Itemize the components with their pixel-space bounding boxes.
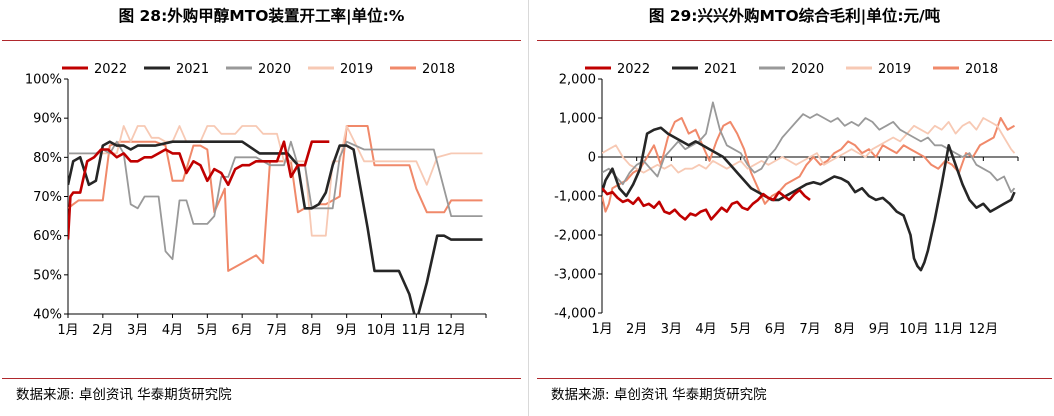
legend: 2022 2021 2020 2019 2018 bbox=[585, 62, 998, 77]
legend-label-2021: 2021 bbox=[704, 62, 737, 77]
title-rule bbox=[537, 40, 1052, 41]
y-tick-label: 60% bbox=[33, 229, 62, 244]
series-line-2020 bbox=[602, 101, 1016, 194]
x-tick-label: 3月 bbox=[127, 323, 148, 338]
chart-panel-gross-margin: 图 29:兴兴外购MTO综合毛利|单位:元/吨 -4,000 -3,000 -2,0… bbox=[535, 0, 1054, 416]
x-tick-label: 11月 bbox=[402, 323, 432, 338]
chart-panel-capacity-utilization: 图 28:外购甲醇MTO装置开工率|单位:% 40% 50% 60% 70% 80% 90… bbox=[0, 0, 523, 416]
series-line-2019 bbox=[602, 117, 1016, 174]
legend-label-2022: 2022 bbox=[617, 62, 650, 77]
series-line-2019 bbox=[68, 125, 483, 237]
y-tick-label: 80% bbox=[33, 151, 62, 166]
y-tick-label: 1,000 bbox=[559, 112, 596, 127]
x-tick-label: 9月 bbox=[869, 322, 890, 337]
y-tick-label: 2,000 bbox=[559, 73, 596, 88]
x-tick-label: 12月 bbox=[436, 323, 466, 338]
y-tick-label: 70% bbox=[33, 190, 62, 205]
series-line-2021 bbox=[602, 126, 1016, 272]
source-rule bbox=[537, 378, 1052, 379]
legend-label-2020: 2020 bbox=[791, 62, 824, 77]
y-tick-label: -1,000 bbox=[554, 190, 596, 205]
panel-divider bbox=[528, 0, 529, 416]
legend-label-2021: 2021 bbox=[176, 62, 209, 77]
x-tick-label: 1月 bbox=[591, 322, 612, 337]
y-tick-label: -4,000 bbox=[554, 307, 596, 322]
x-tick-label: 10月 bbox=[367, 323, 397, 338]
source-note: 数据来源: 卓创资讯 华泰期货研究院 bbox=[551, 387, 767, 403]
x-tick-label: 8月 bbox=[834, 322, 855, 337]
legend-label-2019: 2019 bbox=[340, 62, 373, 77]
x-tick-label: 5月 bbox=[730, 322, 751, 337]
title-rule bbox=[2, 40, 521, 41]
source-rule bbox=[2, 378, 521, 379]
x-tick-label: 9月 bbox=[336, 323, 357, 338]
source-note: 数据来源: 卓创资讯 华泰期货研究院 bbox=[16, 387, 232, 403]
y-tick-label: 100% bbox=[25, 73, 62, 88]
x-tick-label: 4月 bbox=[162, 323, 183, 338]
series-line-2022 bbox=[68, 140, 330, 240]
x-tick-label: 6月 bbox=[232, 323, 253, 338]
y-tick-label: 50% bbox=[33, 268, 62, 283]
legend-label-2019: 2019 bbox=[878, 62, 911, 77]
legend-label-2018: 2018 bbox=[422, 62, 455, 77]
utilization-line-chart: 40% 50% 60% 70% 80% 90% 100% 1月 2月 3月 4月 5月 6月 7月 8月 9月… bbox=[25, 62, 487, 338]
series-group bbox=[602, 101, 1016, 272]
x-tick-label: 10月 bbox=[899, 322, 929, 337]
y-tick-label: 40% bbox=[33, 308, 62, 323]
y-tick-label: -2,000 bbox=[554, 229, 596, 244]
x-tick-label: 7月 bbox=[799, 322, 820, 337]
x-tick-label: 7月 bbox=[266, 323, 287, 338]
legend-label-2020: 2020 bbox=[258, 62, 291, 77]
y-tick-label: 0 bbox=[588, 151, 596, 166]
chart-title: 图 29:兴兴外购MTO综合毛利|单位:元/吨 bbox=[648, 7, 941, 25]
x-tick-label: 3月 bbox=[661, 322, 682, 337]
x-tick-label: 8月 bbox=[301, 323, 322, 338]
series-line-2018 bbox=[602, 117, 1015, 213]
x-tick-label: 2月 bbox=[626, 322, 647, 337]
chart-title: 图 28:外购甲醇MTO装置开工率|单位:% bbox=[118, 7, 405, 25]
series-line-2022 bbox=[602, 187, 811, 221]
legend-label-2022: 2022 bbox=[94, 62, 127, 77]
x-tick-label: 12月 bbox=[969, 322, 999, 337]
legend-label-2018: 2018 bbox=[965, 62, 998, 77]
x-tick-label: 6月 bbox=[765, 322, 786, 337]
x-tick-label: 1月 bbox=[57, 323, 78, 338]
series-line-2021 bbox=[68, 140, 483, 314]
x-tick-label: 11月 bbox=[934, 322, 964, 337]
series-group bbox=[68, 125, 483, 314]
y-tick-label: -3,000 bbox=[554, 268, 596, 283]
margin-line-chart: -4,000 -3,000 -2,000 -1,000 0 1,000 2,000 1月 2月 3… bbox=[554, 62, 1019, 337]
y-tick-label: 90% bbox=[33, 112, 62, 127]
x-tick-label: 2月 bbox=[92, 323, 113, 338]
x-tick-label: 5月 bbox=[197, 323, 218, 338]
legend: 2022 2021 2020 2019 2018 bbox=[62, 62, 455, 77]
x-tick-label: 4月 bbox=[695, 322, 716, 337]
